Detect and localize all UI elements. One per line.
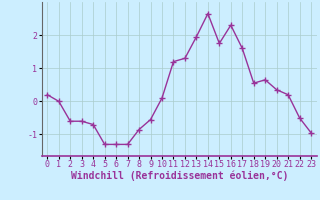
X-axis label: Windchill (Refroidissement éolien,°C): Windchill (Refroidissement éolien,°C) <box>70 171 288 181</box>
